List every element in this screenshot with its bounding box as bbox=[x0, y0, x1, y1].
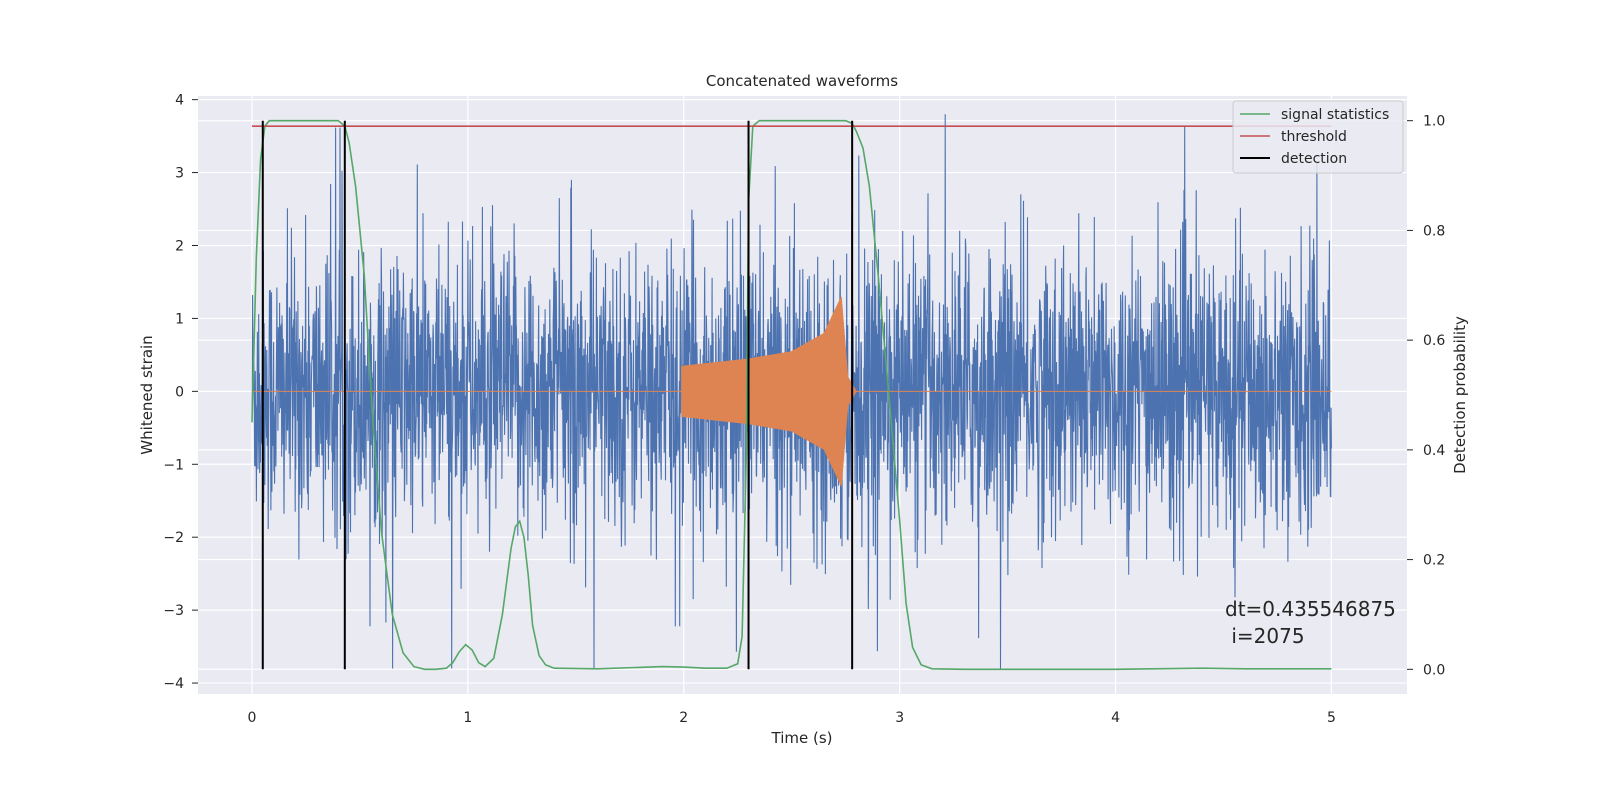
y-tick-label: 3 bbox=[175, 166, 184, 182]
y-tick-label: 4 bbox=[175, 93, 184, 109]
x-tick-label: 3 bbox=[895, 710, 904, 726]
x-tick-label: 2 bbox=[679, 710, 688, 726]
x-tick-label: 1 bbox=[463, 710, 472, 726]
legend: signal statistics threshold detection bbox=[1232, 100, 1404, 174]
legend-label-threshold: threshold bbox=[1281, 129, 1347, 145]
plot-content bbox=[251, 114, 1332, 671]
signal-statistics-line bbox=[251, 119, 1332, 671]
injected-signal-line bbox=[252, 296, 1332, 487]
y2-tick-label: 0.2 bbox=[1423, 553, 1445, 569]
x-tick-label: 4 bbox=[1111, 710, 1120, 726]
y2-tick-label: 0.4 bbox=[1423, 443, 1445, 459]
y-tick-label: 1 bbox=[175, 311, 184, 327]
y-axis-label: Whitened strain bbox=[138, 335, 156, 454]
y-tick-label: −2 bbox=[163, 530, 184, 546]
strain-series-line bbox=[251, 114, 1332, 669]
annotation-dt: dt=0.435546875 bbox=[1225, 597, 1396, 621]
y-tick-label: −1 bbox=[163, 457, 184, 473]
legend-label-signal-statistics: signal statistics bbox=[1281, 107, 1389, 123]
y2-axis-label: Detection probability bbox=[1451, 316, 1469, 474]
y-tick-label: −4 bbox=[163, 676, 184, 692]
x-axis-label: Time (s) bbox=[771, 729, 833, 747]
axes-labels: 0 1 2 3 4 5 −4 −3 −2 −1 0 1 2 3 4 0.0 0.2 0.4 0.6 0.8 1.0 bbox=[163, 93, 1445, 726]
annotation-index: i=2075 bbox=[1225, 624, 1305, 648]
y-tick-label: −3 bbox=[163, 603, 184, 619]
y-tick-label: 2 bbox=[175, 239, 184, 255]
y2-tick-label: 1.0 bbox=[1423, 114, 1445, 130]
legend-box bbox=[1232, 100, 1404, 174]
legend-label-detection: detection bbox=[1281, 151, 1347, 167]
chart-title: Concatenated waveforms bbox=[706, 72, 898, 90]
y2-tick-label: 0.0 bbox=[1423, 662, 1445, 678]
y-tick-label: 0 bbox=[175, 384, 184, 400]
x-tick-label: 5 bbox=[1327, 710, 1336, 726]
y2-tick-label: 0.6 bbox=[1423, 333, 1445, 349]
y2-tick-label: 0.8 bbox=[1423, 223, 1445, 239]
x-tick-label: 0 bbox=[248, 710, 257, 726]
